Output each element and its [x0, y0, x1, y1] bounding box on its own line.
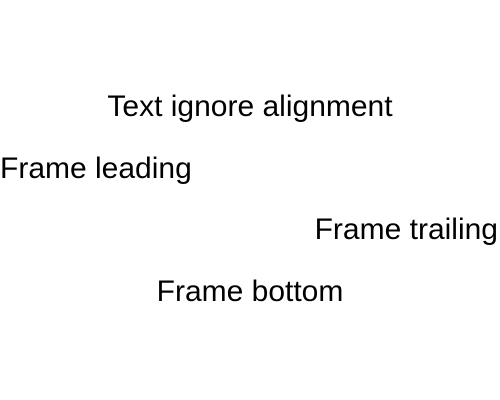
frame-leading-label: Frame leading [0, 152, 192, 185]
text-ignore-alignment-label: Text ignore alignment [107, 90, 393, 123]
frame-trailing-label: Frame trailing [314, 213, 498, 246]
frame-bottom-label: Frame bottom [156, 275, 344, 308]
